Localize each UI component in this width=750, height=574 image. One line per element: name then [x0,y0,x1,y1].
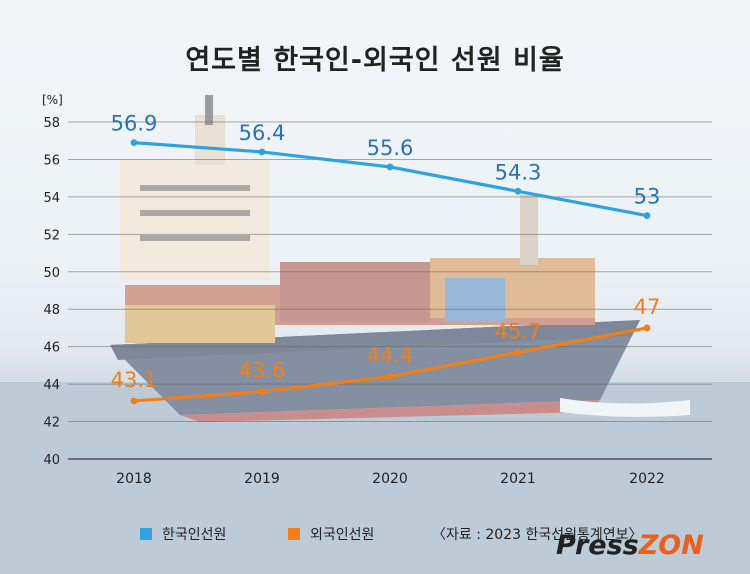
data-point-foreign [258,388,266,395]
y-tick-label: 56 [43,153,60,168]
logo-part-1: Press [556,530,639,561]
legend-swatch-korean [140,528,152,540]
data-label-foreign: 43.6 [239,359,286,383]
data-point-korean [514,187,522,195]
chart-title: 연도별 한국인-외국인 선원 비율 [185,45,565,76]
legend-label-foreign: 외국인선원 [310,527,375,543]
x-tick-label: 2020 [372,471,408,487]
data-label-foreign: 47 [634,295,661,319]
data-label-korean: 55.6 [367,136,414,160]
data-label-korean: 54.3 [495,160,542,184]
y-tick-label: 54 [43,191,60,206]
y-tick-label: 48 [43,303,60,318]
y-tick-label: 50 [43,266,60,281]
y-axis-unit-label: [%] [42,93,63,107]
presszon-logo: PressZON [556,530,704,561]
legend-swatch-foreign [288,528,300,540]
legend-item-foreign: 외국인선원 [288,524,374,544]
data-label-foreign: 45.7 [495,319,542,343]
data-label-foreign: 44.4 [367,344,414,368]
data-point-foreign [386,373,394,381]
legend-item-korean: 한국인선원 [140,524,226,544]
y-tick-label: 46 [43,341,60,356]
data-point-foreign [130,397,138,405]
data-point-korean [130,139,138,146]
data-label-korean: 53 [634,185,661,209]
x-tick-label: 2021 [500,471,536,487]
y-tick-label: 40 [43,453,60,468]
data-point-foreign [514,348,522,356]
data-label-korean: 56.4 [239,121,286,145]
data-label-foreign: 43.1 [111,368,158,392]
y-tick-label: 58 [43,116,60,131]
x-tick-label: 2018 [116,471,152,487]
logo-part-2: ZON [638,530,704,561]
data-point-korean [386,163,394,171]
source-note: 〈자료 : 2023 한국선원통계연보〉 [432,527,643,543]
x-tick-label: 2022 [629,471,665,487]
y-tick-label: 42 [43,416,60,431]
data-point-korean [643,212,651,220]
data-label-korean: 56.9 [111,112,158,136]
data-point-korean [258,148,266,156]
y-tick-label: 44 [43,378,60,393]
x-tick-label: 2019 [244,471,280,487]
y-tick-label: 52 [43,228,60,243]
data-point-foreign [643,324,651,332]
legend-label-korean: 한국인선원 [162,527,227,543]
